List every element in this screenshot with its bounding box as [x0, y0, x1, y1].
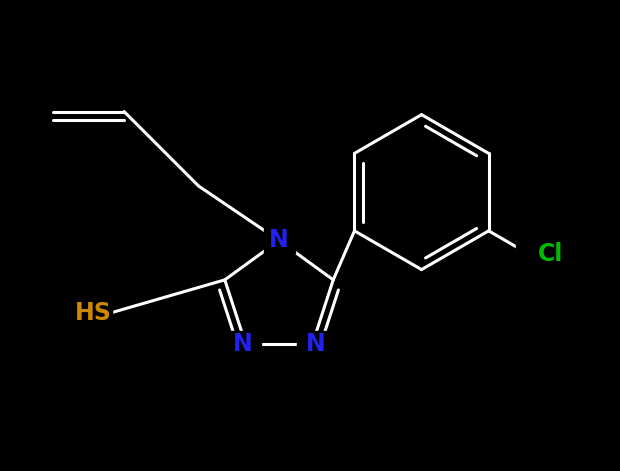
Bar	[516, 241, 554, 267]
Text: N: N	[269, 228, 289, 252]
Bar	[297, 331, 328, 356]
Text: N: N	[306, 332, 326, 356]
Text: HS: HS	[74, 301, 112, 325]
Text: N: N	[232, 332, 252, 356]
Text: Cl: Cl	[538, 242, 564, 266]
Bar	[230, 331, 261, 356]
Bar	[68, 300, 112, 326]
Bar	[264, 228, 294, 253]
